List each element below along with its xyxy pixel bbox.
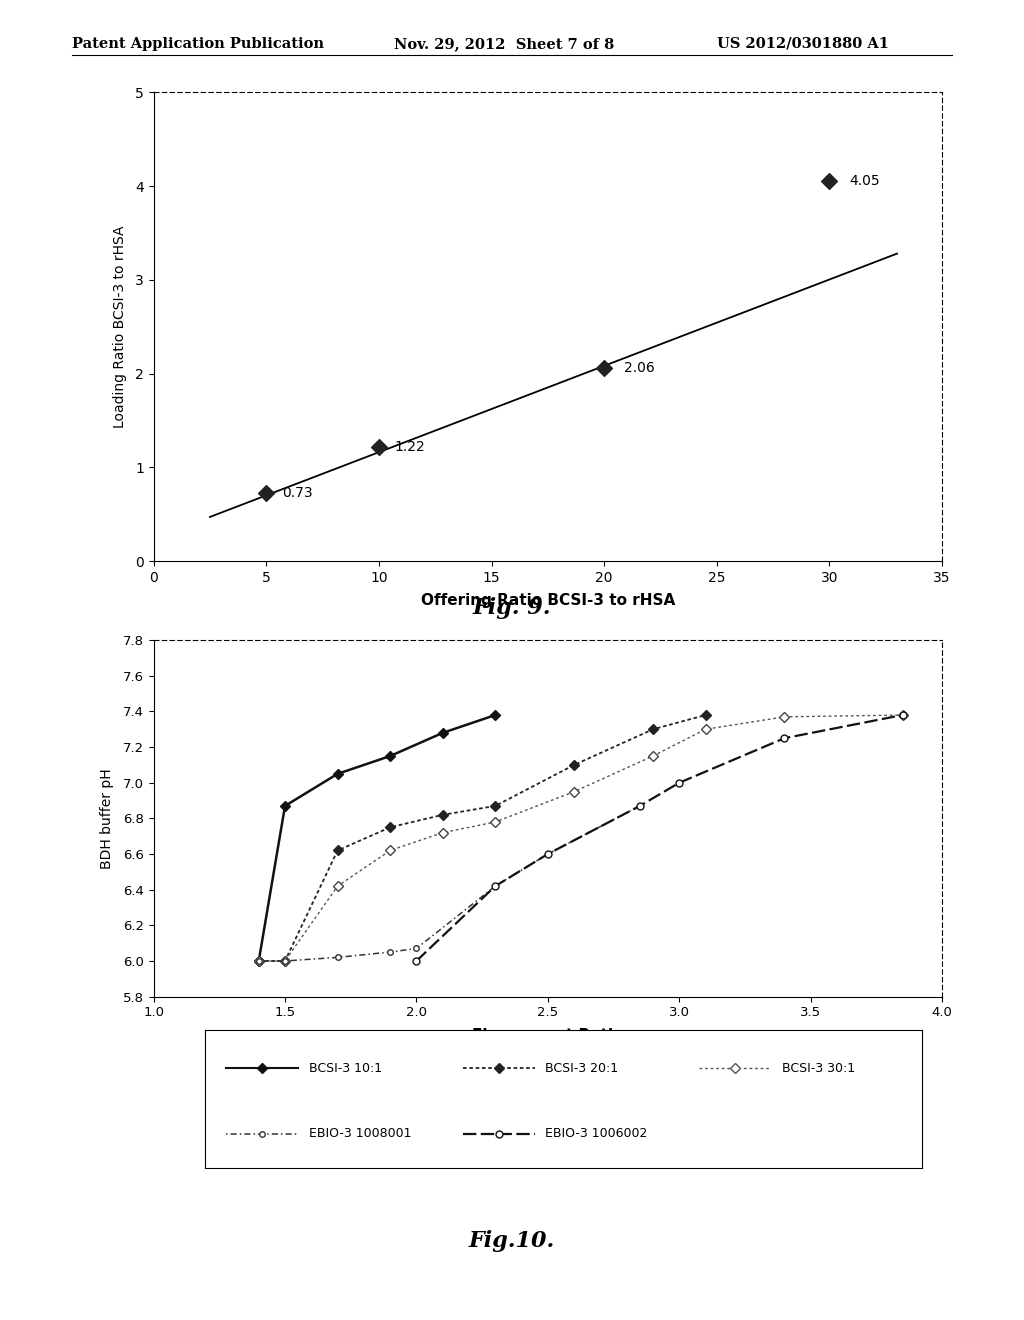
Line: EBIO-3 1006002: EBIO-3 1006002 (413, 711, 906, 965)
BCSI-3 10:1 (436, 725, 449, 741)
Text: Patent Application Publication: Patent Application Publication (72, 37, 324, 51)
BCSI-3 10:1 (384, 748, 396, 764)
Text: 2.06: 2.06 (625, 360, 655, 375)
Line: BCSI-3 10:1: BCSI-3 10:1 (255, 711, 499, 965)
Text: BCSI-3 30:1: BCSI-3 30:1 (781, 1061, 855, 1074)
Text: Nov. 29, 2012  Sheet 7 of 8: Nov. 29, 2012 Sheet 7 of 8 (394, 37, 614, 51)
BCSI-3 10:1 (279, 799, 291, 814)
BCSI-3 30:1 (897, 708, 909, 723)
Text: 4.05: 4.05 (850, 174, 881, 189)
BCSI-3 20:1 (332, 842, 344, 858)
EBIO-3 1008001 (489, 878, 502, 894)
Text: US 2012/0301880 A1: US 2012/0301880 A1 (717, 37, 889, 51)
BCSI-3 20:1 (568, 756, 581, 772)
EBIO-3 1008001 (634, 799, 646, 814)
EBIO-3 1008001 (279, 953, 291, 969)
BCSI-3 10:1 (489, 708, 502, 723)
Line: EBIO-3 1008001: EBIO-3 1008001 (256, 803, 643, 964)
EBIO-3 1008001 (384, 944, 396, 960)
EBIO-3 1008001 (253, 953, 265, 969)
EBIO-3 1006002 (634, 799, 646, 814)
BCSI-3 20:1 (647, 721, 659, 737)
BCSI-3 20:1 (279, 953, 291, 969)
EBIO-3 1006002 (411, 953, 423, 969)
BCSI-3 30:1 (568, 784, 581, 800)
Text: BCSI-3 10:1: BCSI-3 10:1 (309, 1061, 382, 1074)
EBIO-3 1006002 (897, 708, 909, 723)
Text: EBIO-3 1008001: EBIO-3 1008001 (309, 1127, 412, 1140)
BCSI-3 30:1 (384, 842, 396, 858)
BCSI-3 30:1 (699, 721, 712, 737)
Text: 1.22: 1.22 (394, 440, 425, 454)
Text: EBIO-3 1006002: EBIO-3 1006002 (545, 1127, 647, 1140)
BCSI-3 20:1 (253, 953, 265, 969)
BCSI-3 10:1 (332, 766, 344, 781)
Y-axis label: Loading Ratio BCSI-3 to rHSA: Loading Ratio BCSI-3 to rHSA (113, 226, 127, 428)
BCSI-3 20:1 (384, 820, 396, 836)
EBIO-3 1006002 (778, 730, 791, 746)
Text: 0.73: 0.73 (282, 486, 312, 499)
Text: Fig.10.: Fig.10. (469, 1230, 555, 1253)
Text: BCSI-3 20:1: BCSI-3 20:1 (545, 1061, 618, 1074)
BCSI-3 30:1 (436, 825, 449, 841)
Text: Fig. 9.: Fig. 9. (473, 597, 551, 619)
BCSI-3 20:1 (489, 799, 502, 814)
BCSI-3 30:1 (332, 878, 344, 894)
BCSI-3 20:1 (436, 807, 449, 822)
EBIO-3 1008001 (542, 846, 554, 862)
X-axis label: Offering Ratio BCSI-3 to rHSA: Offering Ratio BCSI-3 to rHSA (421, 593, 675, 609)
Line: BCSI-3 20:1: BCSI-3 20:1 (255, 711, 709, 965)
X-axis label: Fluorescent Ratio: Fluorescent Ratio (472, 1028, 624, 1043)
BCSI-3 30:1 (647, 748, 659, 764)
Point (596, 358, 612, 379)
BCSI-3 30:1 (279, 953, 291, 969)
EBIO-3 1008001 (411, 941, 423, 957)
EBIO-3 1006002 (673, 775, 685, 791)
BCSI-3 30:1 (489, 814, 502, 830)
Point (371, 436, 387, 457)
BCSI-3 30:1 (253, 953, 265, 969)
BCSI-3 10:1 (253, 953, 265, 969)
Line: BCSI-3 30:1: BCSI-3 30:1 (255, 711, 906, 965)
EBIO-3 1006002 (489, 878, 502, 894)
BCSI-3 20:1 (699, 708, 712, 723)
Point (821, 170, 838, 191)
EBIO-3 1006002 (542, 846, 554, 862)
Y-axis label: BDH buffer pH: BDH buffer pH (100, 768, 115, 869)
BCSI-3 30:1 (778, 709, 791, 725)
Point (258, 482, 274, 503)
EBIO-3 1008001 (332, 949, 344, 965)
